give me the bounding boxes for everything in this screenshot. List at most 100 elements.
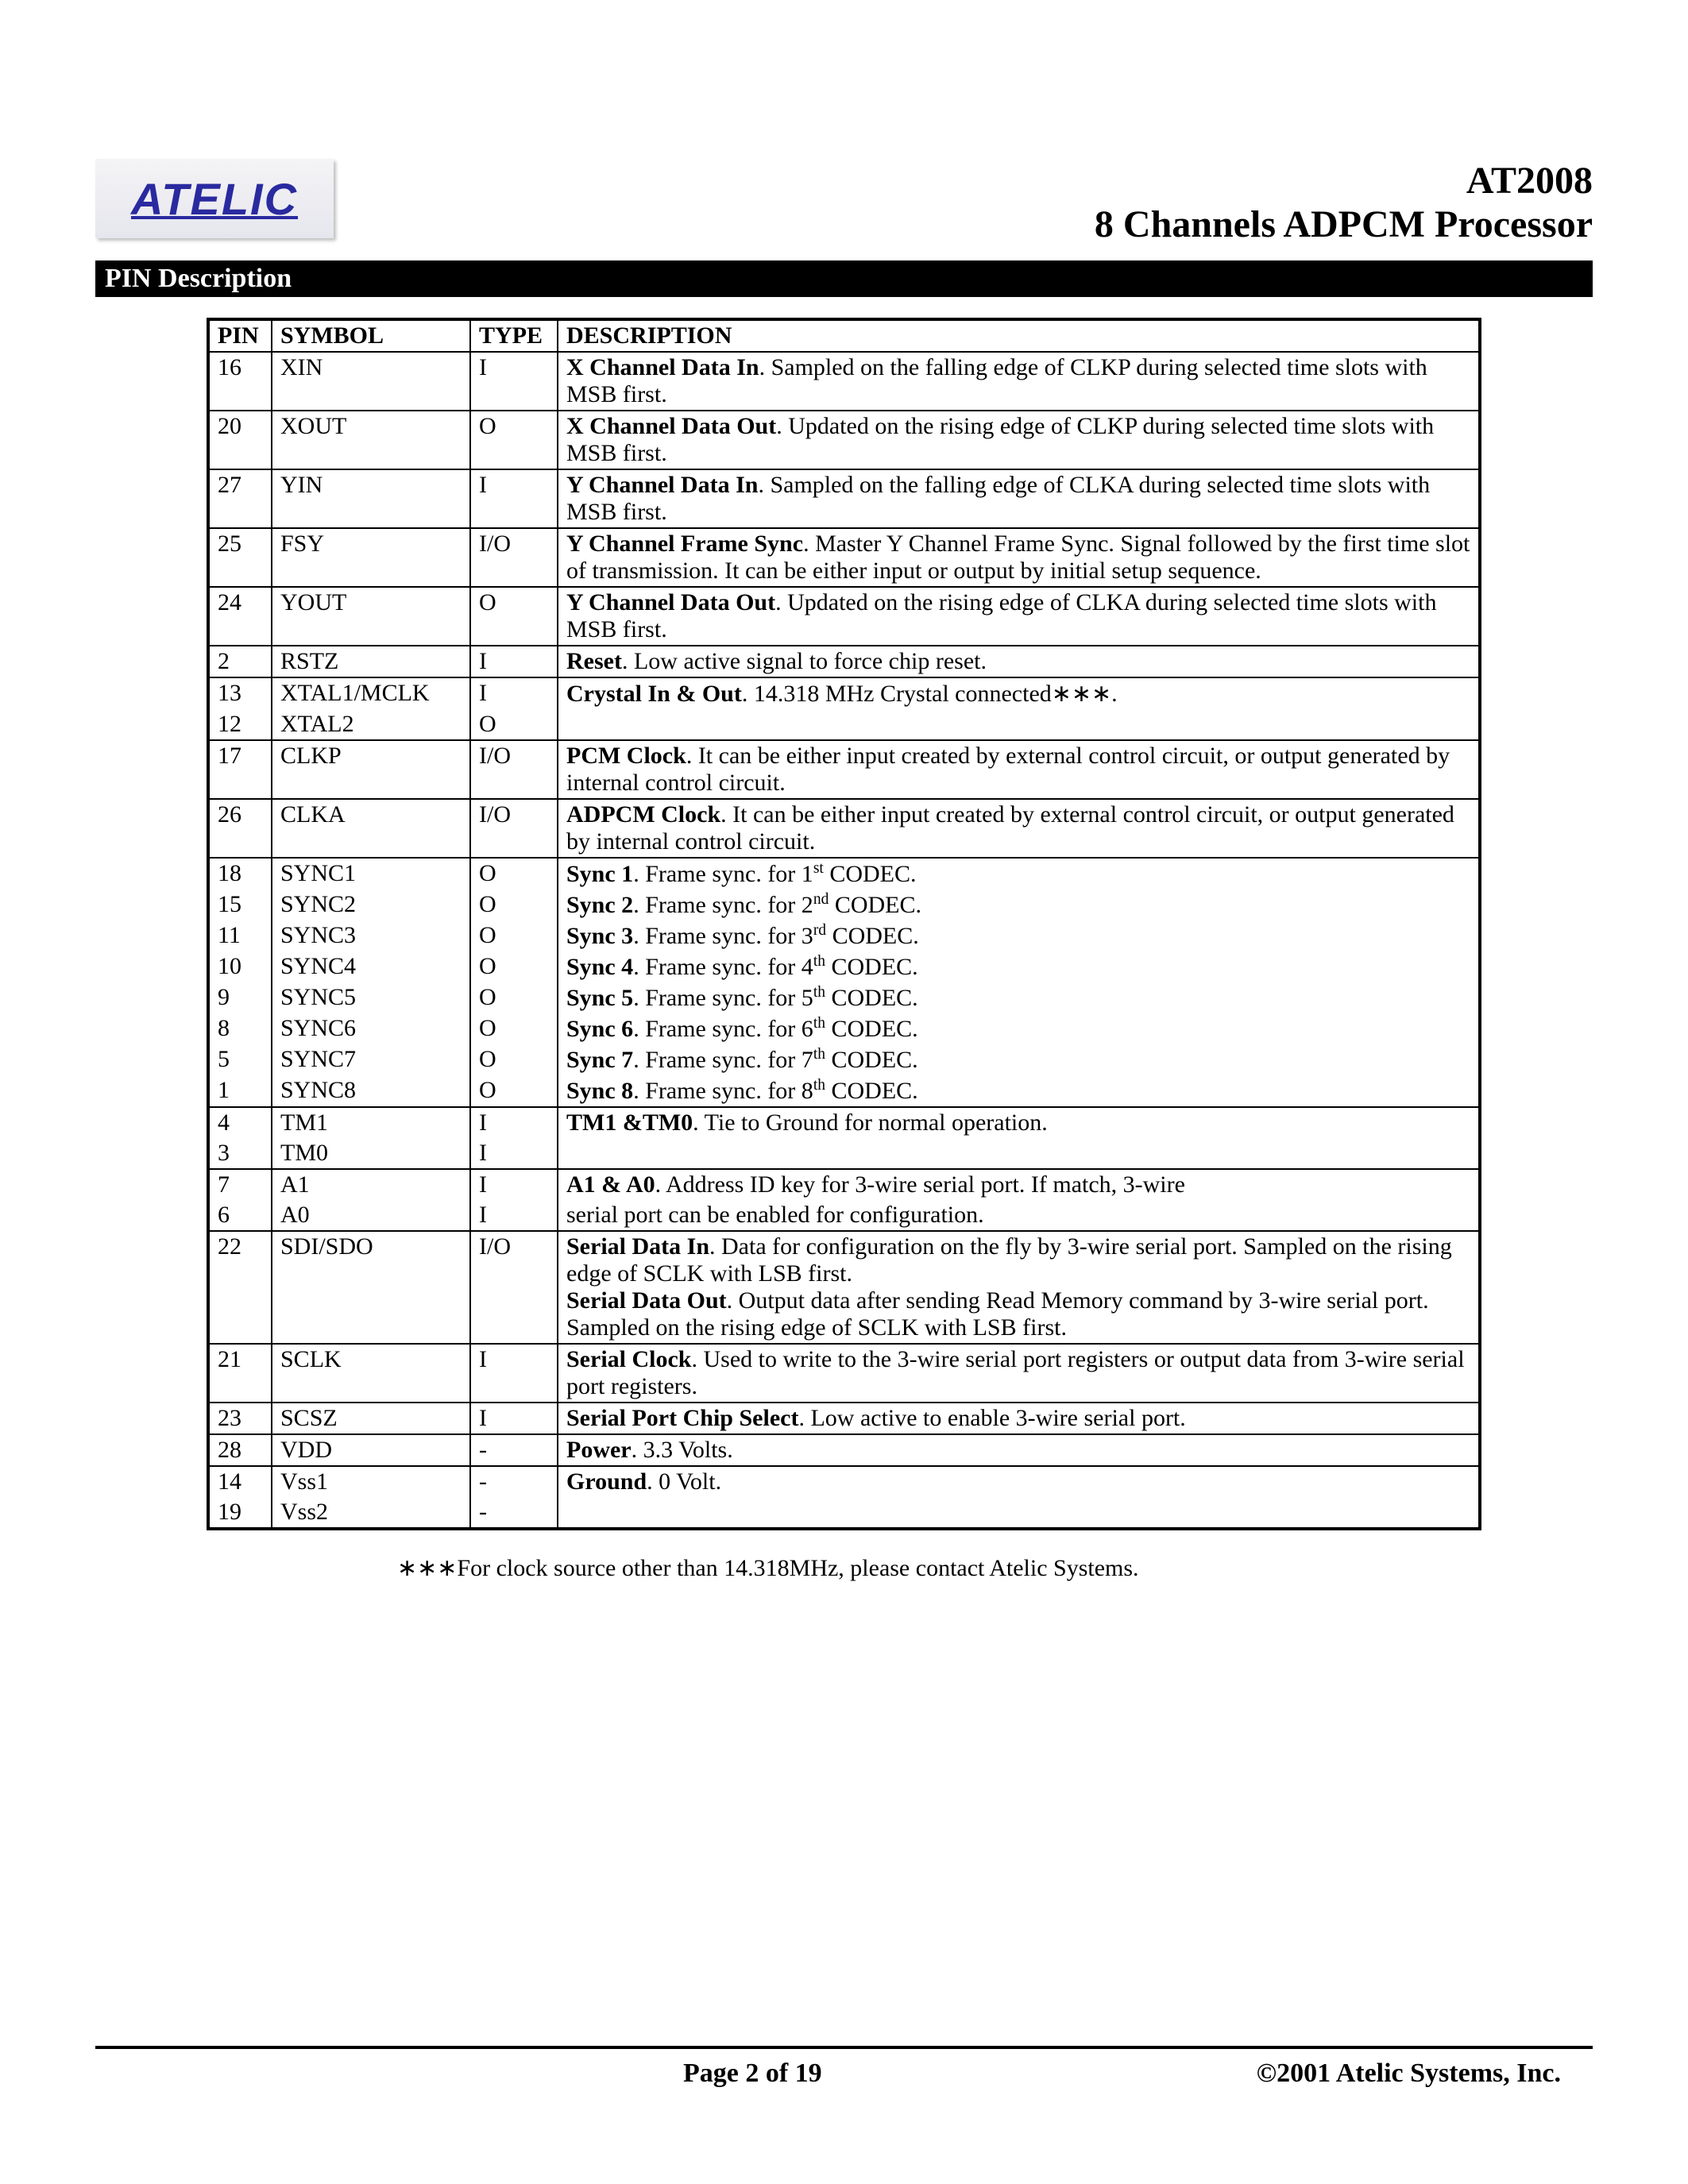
cell-description: Crystal In & Out. 14.318 MHz Crystal con…: [558, 677, 1480, 709]
table-row: 19Vss2-: [208, 1497, 1480, 1529]
cell-type: I: [470, 1403, 558, 1434]
cell-pin: 13: [208, 677, 272, 709]
cell-pin: 18: [208, 858, 272, 889]
pin-table: PIN SYMBOL TYPE DESCRIPTION 16XINIX Chan…: [207, 318, 1481, 1530]
cell-description: ADPCM Clock. It can be either input crea…: [558, 799, 1480, 858]
cell-symbol: XTAL1/MCLK: [272, 677, 470, 709]
cell-pin: 1: [208, 1075, 272, 1107]
table-row: 9SYNC5OSync 5. Frame sync. for 5th CODEC…: [208, 982, 1480, 1013]
header: ATELIC AT2008 8 Channels ADPCM Processor: [95, 159, 1593, 246]
cell-type: I: [470, 1169, 558, 1200]
cell-type: O: [470, 1044, 558, 1075]
table-row: 27YINIY Channel Data In. Sampled on the …: [208, 469, 1480, 528]
table-row: 3TM0I: [208, 1138, 1480, 1169]
table-row: 7A1IA1 & A0. Address ID key for 3-wire s…: [208, 1169, 1480, 1200]
table-row: 10SYNC4OSync 4. Frame sync. for 4th CODE…: [208, 951, 1480, 982]
col-header-type: TYPE: [470, 319, 558, 352]
cell-description: Reset. Low active signal to force chip r…: [558, 646, 1480, 677]
section-title: PIN Description: [95, 260, 1593, 297]
cell-pin: 16: [208, 352, 272, 411]
cell-description: [558, 1138, 1480, 1169]
cell-symbol: SCLK: [272, 1344, 470, 1403]
pin-table-body: 16XINIX Channel Data In. Sampled on the …: [208, 352, 1480, 1529]
cell-type: O: [470, 982, 558, 1013]
cell-symbol: SYNC7: [272, 1044, 470, 1075]
cell-type: I/O: [470, 799, 558, 858]
cell-type: O: [470, 1013, 558, 1044]
cell-type: O: [470, 1075, 558, 1107]
cell-symbol: XTAL2: [272, 709, 470, 740]
cell-type: O: [470, 951, 558, 982]
logo-text: ATELIC: [131, 173, 298, 225]
footer-copyright: ©2001 Atelic Systems, Inc.: [1257, 2059, 1561, 2089]
logo: ATELIC: [95, 159, 334, 238]
cell-type: O: [470, 587, 558, 646]
cell-symbol: SYNC3: [272, 920, 470, 951]
cell-symbol: TM0: [272, 1138, 470, 1169]
cell-description: Sync 6. Frame sync. for 6th CODEC.: [558, 1013, 1480, 1044]
cell-description: Power. 3.3 Volts.: [558, 1434, 1480, 1466]
cell-type: I: [470, 1200, 558, 1231]
table-row: 2RSTZIReset. Low active signal to force …: [208, 646, 1480, 677]
cell-pin: 12: [208, 709, 272, 740]
cell-pin: 11: [208, 920, 272, 951]
cell-pin: 10: [208, 951, 272, 982]
cell-pin: 4: [208, 1107, 272, 1138]
cell-type: I: [470, 352, 558, 411]
cell-pin: 6: [208, 1200, 272, 1231]
cell-symbol: CLKA: [272, 799, 470, 858]
cell-description: Serial Data In. Data for configuration o…: [558, 1231, 1480, 1344]
cell-symbol: RSTZ: [272, 646, 470, 677]
table-header-row: PIN SYMBOL TYPE DESCRIPTION: [208, 319, 1480, 352]
table-row: 23SCSZISerial Port Chip Select. Low acti…: [208, 1403, 1480, 1434]
cell-type: I: [470, 1107, 558, 1138]
cell-symbol: XIN: [272, 352, 470, 411]
cell-pin: 22: [208, 1231, 272, 1344]
cell-description: Serial Port Chip Select. Low active to e…: [558, 1403, 1480, 1434]
footer-rule: [95, 2046, 1593, 2049]
cell-description: Y Channel Data Out. Updated on the risin…: [558, 587, 1480, 646]
cell-symbol: YIN: [272, 469, 470, 528]
cell-pin: 5: [208, 1044, 272, 1075]
cell-type: I/O: [470, 740, 558, 799]
cell-symbol: XOUT: [272, 411, 470, 469]
cell-type: -: [470, 1434, 558, 1466]
cell-description: Sync 2. Frame sync. for 2nd CODEC.: [558, 889, 1480, 920]
cell-symbol: CLKP: [272, 740, 470, 799]
table-row: 6A0Iserial port can be enabled for confi…: [208, 1200, 1480, 1231]
cell-pin: 3: [208, 1138, 272, 1169]
footer-page: Page 2 of 19: [683, 2059, 822, 2089]
cell-description: Sync 3. Frame sync. for 3rd CODEC.: [558, 920, 1480, 951]
cell-pin: 19: [208, 1497, 272, 1529]
cell-pin: 24: [208, 587, 272, 646]
cell-description: [558, 1497, 1480, 1529]
table-row: 20XOUTOX Channel Data Out. Updated on th…: [208, 411, 1480, 469]
cell-symbol: SYNC1: [272, 858, 470, 889]
page: ATELIC AT2008 8 Channels ADPCM Processor…: [0, 0, 1688, 2184]
cell-symbol: SYNC8: [272, 1075, 470, 1107]
cell-description: PCM Clock. It can be either input create…: [558, 740, 1480, 799]
cell-description: Serial Clock. Used to write to the 3-wir…: [558, 1344, 1480, 1403]
cell-type: O: [470, 709, 558, 740]
cell-type: O: [470, 889, 558, 920]
cell-pin: 2: [208, 646, 272, 677]
cell-type: I: [470, 677, 558, 709]
cell-symbol: SDI/SDO: [272, 1231, 470, 1344]
cell-pin: 28: [208, 1434, 272, 1466]
table-row: 15SYNC2OSync 2. Frame sync. for 2nd CODE…: [208, 889, 1480, 920]
table-row: 21SCLKISerial Clock. Used to write to th…: [208, 1344, 1480, 1403]
table-row: 12XTAL2O: [208, 709, 1480, 740]
cell-description: A1 & A0. Address ID key for 3-wire seria…: [558, 1169, 1480, 1200]
cell-symbol: Vss2: [272, 1497, 470, 1529]
cell-symbol: SYNC5: [272, 982, 470, 1013]
table-row: 24YOUTOY Channel Data Out. Updated on th…: [208, 587, 1480, 646]
cell-description: [558, 709, 1480, 740]
cell-type: O: [470, 411, 558, 469]
cell-pin: 26: [208, 799, 272, 858]
title-sub: 8 Channels ADPCM Processor: [1095, 203, 1593, 246]
table-row: 17CLKPI/OPCM Clock. It can be either inp…: [208, 740, 1480, 799]
cell-type: -: [470, 1497, 558, 1529]
cell-pin: 25: [208, 528, 272, 587]
cell-pin: 27: [208, 469, 272, 528]
cell-pin: 23: [208, 1403, 272, 1434]
